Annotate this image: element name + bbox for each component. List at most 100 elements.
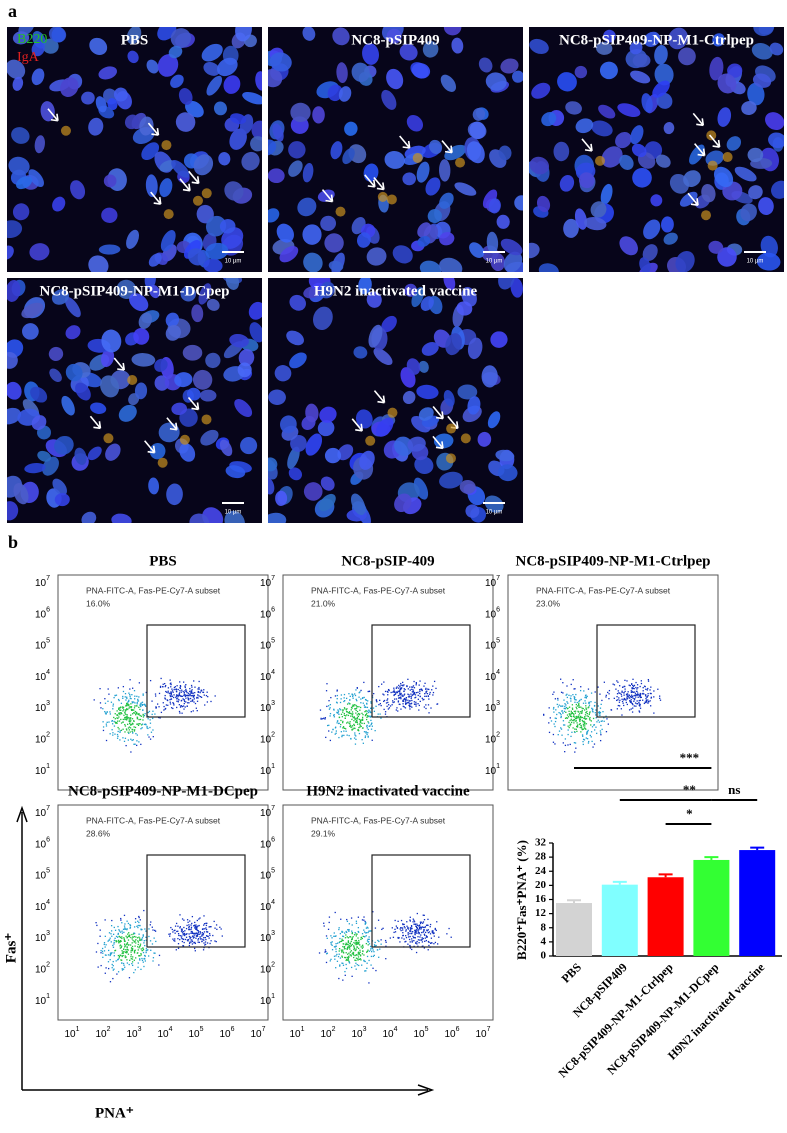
event (330, 941, 332, 944)
event (338, 928, 340, 931)
signal (60, 125, 71, 136)
event (563, 710, 566, 713)
nucleus (466, 141, 485, 164)
event (549, 717, 551, 719)
event (585, 737, 587, 739)
nucleus (251, 120, 262, 141)
tick-label: 101 (485, 763, 500, 777)
nucleus (274, 365, 292, 382)
event (407, 693, 409, 695)
event (183, 932, 186, 935)
event (121, 706, 124, 708)
event (383, 699, 386, 702)
event (366, 950, 369, 953)
event (650, 696, 653, 698)
event (351, 953, 353, 955)
nucleus (765, 112, 784, 131)
event (584, 696, 586, 699)
event (432, 694, 434, 696)
event (122, 951, 124, 953)
event (129, 959, 131, 961)
nucleus (275, 490, 288, 506)
event (122, 718, 124, 721)
event (553, 723, 555, 725)
event (120, 712, 122, 714)
event (359, 726, 361, 728)
event (141, 949, 144, 952)
event (628, 684, 630, 686)
event (191, 700, 194, 702)
nucleus (34, 135, 45, 154)
event (345, 944, 347, 946)
event (122, 952, 125, 954)
event (147, 734, 149, 736)
event (374, 927, 377, 929)
event (115, 722, 117, 724)
nucleus (574, 208, 588, 230)
event (579, 699, 581, 702)
tick-label: 103 (260, 930, 275, 944)
event (405, 929, 407, 931)
plot-frame (57, 804, 269, 1021)
event (191, 930, 193, 933)
event (100, 707, 102, 709)
event (584, 722, 586, 725)
event (182, 698, 184, 700)
event (118, 720, 121, 722)
event (415, 951, 418, 954)
event (358, 706, 360, 708)
y-tick-label: 12 (535, 907, 547, 919)
event (411, 927, 413, 930)
event (193, 932, 195, 935)
error-bar (704, 856, 719, 860)
tick-label: 104 (485, 669, 500, 683)
event (392, 691, 394, 693)
event (146, 727, 148, 729)
event (415, 705, 417, 707)
event (362, 935, 364, 938)
tick-base: 10 (413, 1029, 425, 1040)
event (365, 932, 368, 934)
nucleus (417, 222, 432, 238)
event (649, 700, 651, 702)
nucleus (54, 435, 74, 455)
event (616, 680, 618, 682)
event (570, 695, 572, 697)
event (203, 689, 205, 691)
event (133, 932, 136, 935)
event (107, 967, 110, 970)
event (582, 720, 584, 723)
event (408, 938, 411, 941)
nucleus (101, 329, 122, 353)
gate-label: PNA-FITC-A, Fas-PE-Cy7-A subset (86, 815, 221, 825)
event (554, 698, 557, 700)
event (347, 941, 350, 943)
event (548, 722, 550, 724)
event (577, 711, 580, 713)
event (124, 711, 126, 713)
event (412, 686, 414, 688)
event (133, 726, 135, 728)
event (135, 711, 138, 714)
event (182, 934, 184, 936)
event (325, 690, 328, 692)
event (325, 736, 327, 739)
nucleus (439, 257, 463, 272)
event (210, 700, 212, 703)
event (199, 691, 201, 694)
event (338, 722, 340, 725)
event (133, 712, 136, 714)
event (115, 960, 117, 962)
event (352, 951, 354, 954)
event (424, 682, 426, 684)
signal (460, 433, 471, 444)
event (133, 951, 136, 953)
event (130, 954, 132, 956)
event (128, 717, 130, 719)
event (129, 924, 131, 926)
event (172, 702, 174, 704)
event (129, 727, 132, 729)
event (203, 939, 205, 941)
event (347, 945, 349, 947)
nucleus (248, 301, 262, 320)
